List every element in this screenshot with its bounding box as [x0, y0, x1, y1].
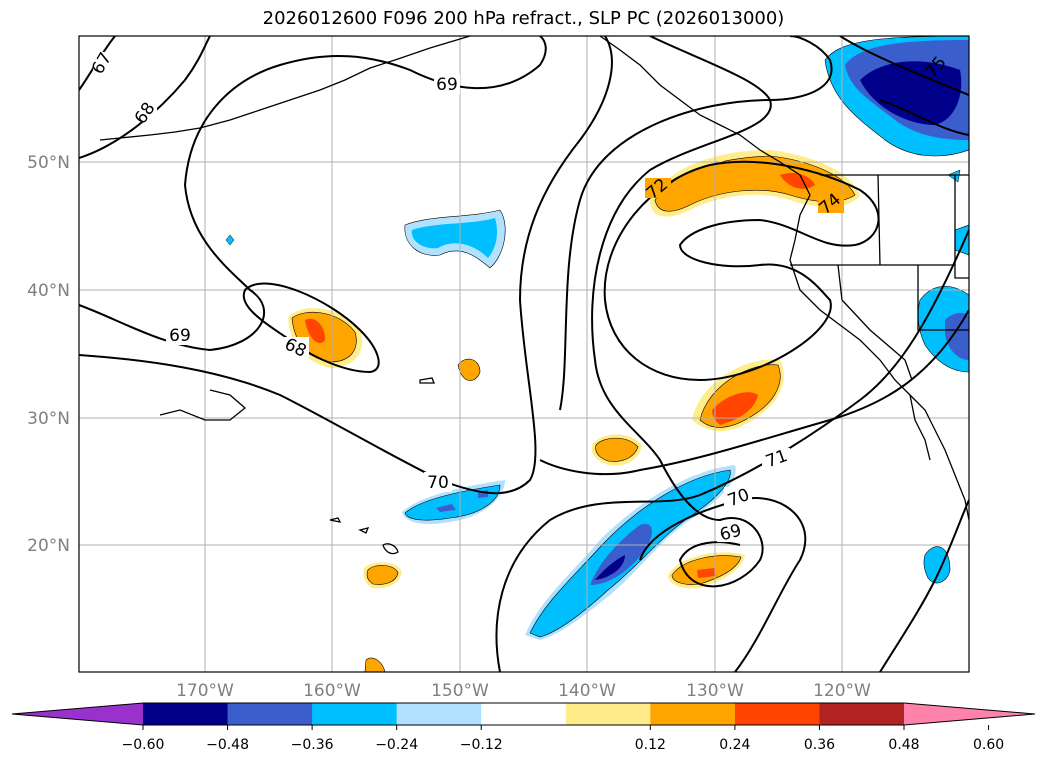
longitude-labels: 170°W 160°W 150°W 140°W 130°W 120°W — [176, 681, 871, 701]
lat-label: 50°N — [27, 153, 70, 173]
colorbar-tick-label: 0.48 — [888, 737, 919, 753]
colorbar-segment — [227, 703, 313, 725]
colorbar-tick-label: −0.48 — [206, 737, 249, 753]
latitude-labels: 50°N 40°N 30°N 20°N — [27, 153, 70, 556]
lat-label: 30°N — [27, 409, 70, 429]
graticule — [79, 36, 969, 672]
lat-label: 20°N — [27, 536, 70, 556]
colorbar-tick-label: 0.24 — [719, 737, 750, 753]
colorbar-extend-low — [12, 703, 143, 725]
anomaly-shading — [225, 36, 969, 672]
lon-label: 130°W — [686, 681, 744, 701]
contour-label: 70 — [427, 473, 449, 493]
colorbar-tick-label: −0.60 — [122, 737, 165, 753]
contour-label: 69 — [169, 326, 191, 346]
map-frame — [78, 35, 970, 673]
colorbar-tick-label: −0.24 — [375, 737, 418, 753]
colorbar-tick-label: −0.36 — [291, 737, 334, 753]
lon-label: 170°W — [176, 681, 234, 701]
colorbar-segment — [396, 703, 482, 725]
lon-label: 160°W — [303, 681, 361, 701]
map-area — [79, 36, 969, 672]
colorbar-tick-label: 0.60 — [973, 737, 1004, 753]
colorbar-segment — [481, 703, 567, 725]
colorbar-segment — [143, 703, 229, 725]
slp-contours — [79, 36, 969, 672]
colorbar-tick-label: 0.36 — [804, 737, 835, 753]
lon-label: 120°W — [813, 681, 871, 701]
colorbar-extend-high — [904, 703, 1035, 725]
coastlines — [99, 36, 969, 555]
contour-label: 69 — [436, 75, 458, 95]
colorbar-tick-label: 0.12 — [635, 737, 666, 753]
lon-label: 140°W — [558, 681, 616, 701]
colorbar-tick-label: −0.12 — [460, 737, 503, 753]
colorbar-segment — [650, 703, 736, 725]
lat-label: 40°N — [27, 281, 70, 301]
map-title: 2026012600 F096 200 hPa refract., SLP PC… — [262, 8, 785, 29]
colorbar-segment — [819, 703, 905, 725]
colorbar: −0.60 −0.48 −0.36 −0.24 −0.12 0.12 0.24 0.36 0.4… — [11, 702, 1036, 753]
colorbar-segment — [565, 703, 651, 725]
colorbar-segment — [312, 703, 398, 725]
lon-label: 150°W — [431, 681, 489, 701]
colorbar-segment — [734, 703, 820, 725]
